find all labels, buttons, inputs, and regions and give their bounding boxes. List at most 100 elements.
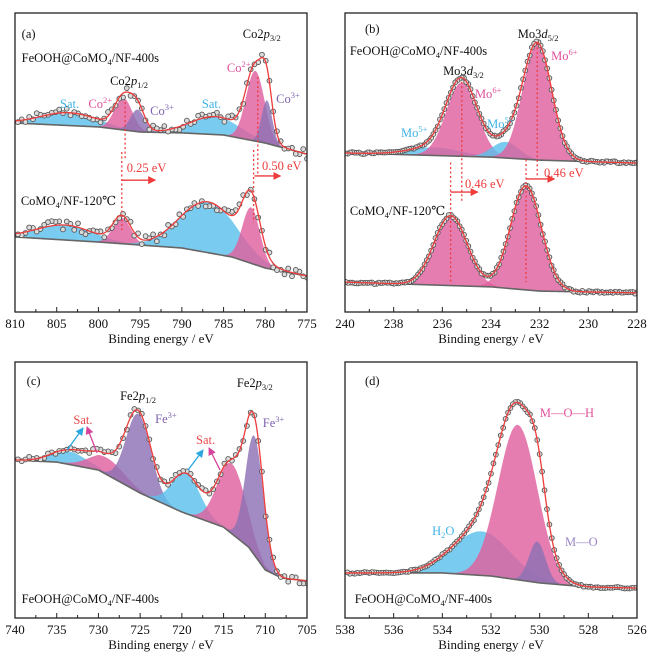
data-point bbox=[300, 146, 307, 152]
annotation-text-part: 5/2 bbox=[548, 33, 559, 43]
plot-area bbox=[15, 406, 307, 587]
annotation-text-part: Co2 bbox=[110, 74, 131, 88]
annotation-text-part: 2+ bbox=[242, 59, 251, 69]
annotation-text-part: Sat. bbox=[202, 97, 221, 111]
background-line bbox=[15, 236, 307, 277]
annotation-label: Fe3+ bbox=[263, 414, 285, 430]
plot-area bbox=[15, 51, 307, 281]
component-peak-fe3 bbox=[15, 435, 307, 581]
annotation-text-part: (c) bbox=[27, 374, 41, 388]
annotation-text-part: /NF-400s bbox=[112, 51, 159, 65]
annotation-text-part: FeOOH@CoMO bbox=[22, 51, 108, 65]
data-point bbox=[184, 117, 190, 124]
annotation-text-part: Mo bbox=[551, 49, 568, 63]
annotation-label: M—O bbox=[565, 535, 598, 549]
annotation-text-part: Co bbox=[150, 104, 165, 118]
x-tick-label: 715 bbox=[214, 622, 234, 637]
annotation-text-part: Co bbox=[88, 97, 103, 111]
x-tick-label: 536 bbox=[384, 622, 404, 637]
annotation-text-part: 0.25 eV bbox=[127, 161, 167, 175]
component-peak-sat bbox=[15, 460, 307, 581]
fit-envelope-line bbox=[345, 41, 637, 164]
x-tick-label: 528 bbox=[579, 622, 599, 637]
annotation-text-part: Mo bbox=[401, 126, 418, 140]
x-tick-label: 705 bbox=[297, 622, 317, 637]
pointer-arrow-icon bbox=[208, 447, 221, 471]
annotation-label: Mo6+ bbox=[475, 85, 502, 101]
annotation-label: Mo3d3/2 bbox=[443, 64, 484, 80]
x-tick-label: 230 bbox=[579, 316, 599, 331]
annotation-text-part: 0.46 eV bbox=[465, 177, 505, 191]
x-tick-label: 532 bbox=[481, 622, 501, 637]
annotation-text-part: d bbox=[541, 27, 548, 41]
annotation-text-part: Fe2 bbox=[237, 376, 256, 390]
annotation-text-part: 3/2 bbox=[262, 382, 273, 392]
x-tick-label: 538 bbox=[335, 622, 355, 637]
annotation-text-part: 4 bbox=[385, 210, 390, 220]
panel-co2p: 810 805 800 795 790 785 780 775 Binding energy /… bbox=[5, 12, 317, 346]
annotation-text-part: (a) bbox=[22, 27, 36, 41]
annotation-text-part: 3+ bbox=[291, 90, 300, 100]
component-peak-mo6 bbox=[345, 82, 637, 164]
data-point bbox=[274, 267, 280, 273]
annotation-text-part: 3/2 bbox=[473, 70, 484, 80]
x-tick-label: 236 bbox=[433, 316, 453, 331]
data-point bbox=[292, 267, 299, 273]
data-point bbox=[123, 85, 130, 91]
annotation-label: (a) bbox=[22, 27, 36, 41]
spectrum-lower bbox=[345, 182, 637, 297]
data-point bbox=[221, 118, 228, 125]
data-point bbox=[101, 234, 108, 241]
annotation-text-part: 6+ bbox=[568, 47, 577, 57]
component-peak-co2 bbox=[15, 207, 307, 277]
annotation-text-part: p bbox=[263, 27, 270, 41]
annotation-label: Co2p1/2 bbox=[110, 74, 148, 90]
annotation-text-part: Co bbox=[276, 92, 291, 106]
annotation-label: Sat. bbox=[73, 413, 92, 427]
annotation-text-part: /NF-400s bbox=[440, 44, 487, 58]
panel-fe2p: 740 735 730 725 720 715 710 705 Binding energy /… bbox=[5, 361, 317, 652]
spectrum-upper bbox=[15, 406, 307, 587]
x-tick-label: 725 bbox=[130, 622, 150, 637]
x-axis-title: Binding energy / eV bbox=[438, 331, 544, 346]
fit-envelope-line bbox=[15, 56, 307, 155]
annotation-text-part: FeOOH@CoMO bbox=[350, 44, 436, 58]
pointer-arrow-icon bbox=[66, 427, 84, 451]
annotation-label: 0.46 eV bbox=[544, 166, 584, 180]
annotation-text-part: Mo bbox=[487, 117, 504, 131]
data-point bbox=[97, 119, 104, 126]
annotation-label: Co3+ bbox=[276, 90, 300, 106]
annotation-text-part: Mo3 bbox=[443, 64, 467, 78]
annotation-text-part: 3/2 bbox=[270, 33, 281, 43]
annotation-text-part: /NF-120℃ bbox=[60, 194, 116, 208]
annotation-label: Sat. bbox=[60, 97, 79, 111]
annotation-text-part: 2 bbox=[441, 530, 445, 540]
annotation-text-part: Co2 bbox=[243, 27, 264, 41]
annotation-label: (d) bbox=[365, 374, 380, 388]
data-point bbox=[195, 112, 201, 119]
annotation-text-part: (b) bbox=[365, 22, 380, 36]
annotation-text-part: CoMO bbox=[21, 194, 56, 208]
annotation-label: 0.46 eV bbox=[465, 177, 505, 191]
x-tick-label: 810 bbox=[5, 316, 25, 331]
annotation-label: Sat. bbox=[196, 433, 215, 447]
annotation-text-part: M—O bbox=[565, 535, 598, 549]
data-point bbox=[138, 241, 145, 247]
x-tick-label: 720 bbox=[172, 622, 192, 637]
annotation-label: H2O bbox=[432, 524, 454, 540]
spectrum-upper bbox=[345, 398, 637, 592]
x-tick-label: 780 bbox=[256, 316, 276, 331]
x-axis-title: Binding energy / eV bbox=[108, 331, 214, 346]
x-tick-label: 234 bbox=[481, 316, 501, 331]
annotation-label: Sat. bbox=[202, 97, 221, 111]
annotation-text-part: Co bbox=[227, 61, 242, 75]
x-tick-label: 800 bbox=[89, 316, 109, 331]
annotation-text-part: 4 bbox=[108, 598, 113, 608]
annotation-text-part: CoMO bbox=[350, 204, 385, 218]
annotation-text-part: p bbox=[130, 74, 137, 88]
x-tick-label: 238 bbox=[384, 316, 404, 331]
data-point bbox=[56, 106, 63, 113]
x-axis-title: Binding energy / eV bbox=[438, 637, 544, 652]
annotation-text-part: 3+ bbox=[168, 410, 177, 420]
annotation-label: Mo5+ bbox=[487, 115, 514, 131]
